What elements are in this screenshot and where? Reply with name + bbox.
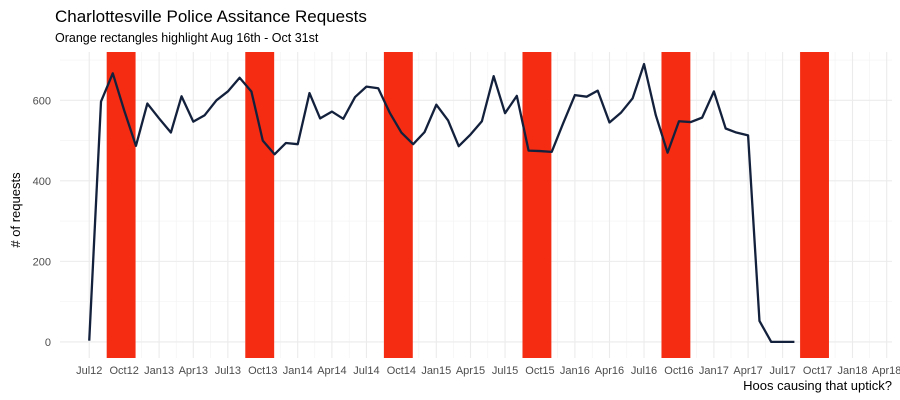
x-tick-label: Jan18	[838, 365, 868, 377]
x-tick-label: Apr16	[595, 365, 624, 377]
x-tick-label: Apr18	[872, 365, 900, 377]
x-tick-label: Apr14	[317, 365, 346, 377]
x-tick-label: Jan14	[283, 365, 313, 377]
x-axis-title: Hoos causing that uptick?	[743, 378, 892, 393]
x-tick-label: Apr17	[733, 365, 762, 377]
highlight-rect	[383, 52, 413, 358]
x-tick-label: Oct16	[664, 365, 693, 377]
x-tick-label: Jul14	[353, 365, 379, 377]
major-gridlines	[60, 52, 892, 358]
y-tick-label: 400	[33, 176, 51, 188]
x-tick-label: Jan16	[560, 365, 590, 377]
minor-gridlines	[60, 52, 892, 358]
x-tick-label: Jul13	[215, 365, 241, 377]
x-tick-label: Jan13	[144, 365, 174, 377]
x-tick-label: Oct17	[803, 365, 832, 377]
x-tick-label: Oct15	[525, 365, 554, 377]
y-tick-labels: 0 200 400 600	[33, 95, 51, 349]
x-tick-labels: Jul12 Oct12 Jan13 Apr13 Jul13 Oct13 Jan14 Apr14…	[76, 365, 900, 377]
chart-title: Charlottesville Police Assitance Request…	[55, 7, 367, 26]
x-tick-label: Jan15	[421, 365, 451, 377]
highlight-rect	[522, 52, 552, 358]
x-tick-label: Jul15	[492, 365, 518, 377]
x-tick-label: Jul12	[76, 365, 102, 377]
y-tick-label: 0	[45, 337, 51, 349]
series-line	[88, 62, 795, 344]
highlight-rectangles	[106, 52, 829, 358]
x-tick-label: Apr15	[456, 365, 485, 377]
x-tick-label: Jan17	[699, 365, 729, 377]
x-tick-label: Oct12	[109, 365, 138, 377]
x-tick-label: Jul17	[769, 365, 795, 377]
y-tick-label: 200	[33, 256, 51, 268]
highlight-rect	[661, 52, 691, 358]
series-layer	[88, 62, 795, 344]
x-tick-label: Apr13	[179, 365, 208, 377]
highlight-rect	[245, 52, 275, 358]
y-tick-label: 600	[33, 95, 51, 107]
highlight-rect	[800, 52, 829, 358]
y-axis-title: # of requests	[8, 172, 23, 248]
x-tick-label: Oct13	[248, 365, 277, 377]
chart-subtitle: Orange rectangles highlight Aug 16th - O…	[55, 31, 319, 45]
x-tick-label: Oct14	[387, 365, 416, 377]
x-tick-label: Jul16	[631, 365, 657, 377]
